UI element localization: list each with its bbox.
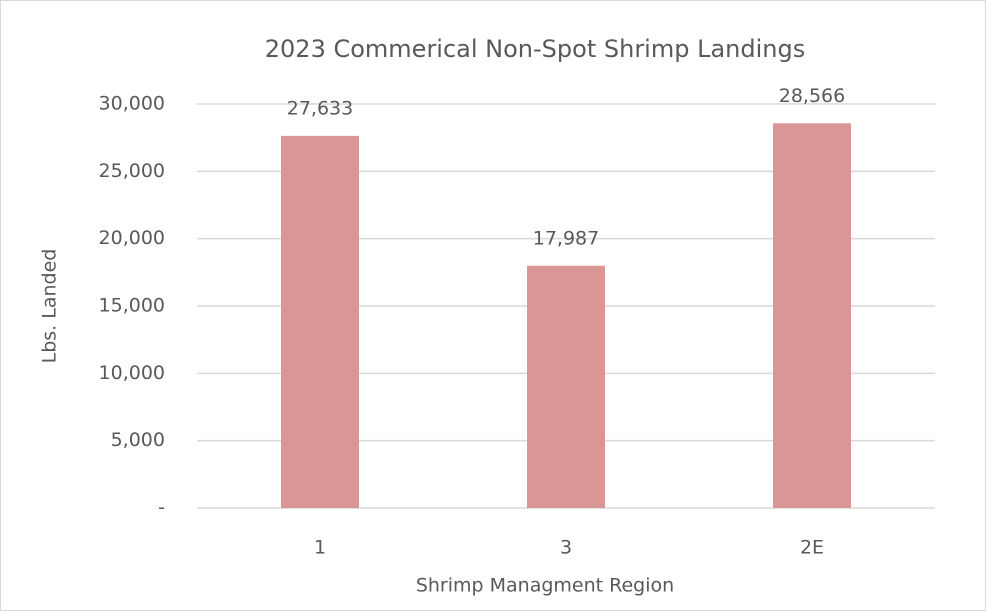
y-tick-label: 20,000 [99, 227, 165, 249]
bar [527, 265, 605, 508]
bar [281, 135, 359, 508]
value-label: 27,633 [287, 97, 353, 119]
y-tick-label: - [158, 497, 165, 519]
value-label: 17,987 [533, 227, 599, 249]
y-axis-title: Lbs. Landed [39, 249, 61, 364]
x-axis-title: Shrimp Managment Region [416, 575, 674, 597]
bar [773, 123, 851, 508]
y-tick-label: 25,000 [99, 160, 165, 182]
value-label: 28,566 [779, 85, 845, 107]
y-tick-label: 15,000 [99, 295, 165, 317]
x-tick-label: 3 [560, 537, 572, 559]
y-tick-label: 5,000 [111, 429, 165, 451]
y-tick-label: 30,000 [99, 93, 165, 115]
x-tick-label: 1 [314, 537, 326, 559]
y-tick-label: 10,000 [99, 362, 165, 384]
chart-title: 2023 Commerical Non-Spot Shrimp Landings [265, 35, 805, 63]
x-tick-label: 2E [800, 537, 824, 559]
